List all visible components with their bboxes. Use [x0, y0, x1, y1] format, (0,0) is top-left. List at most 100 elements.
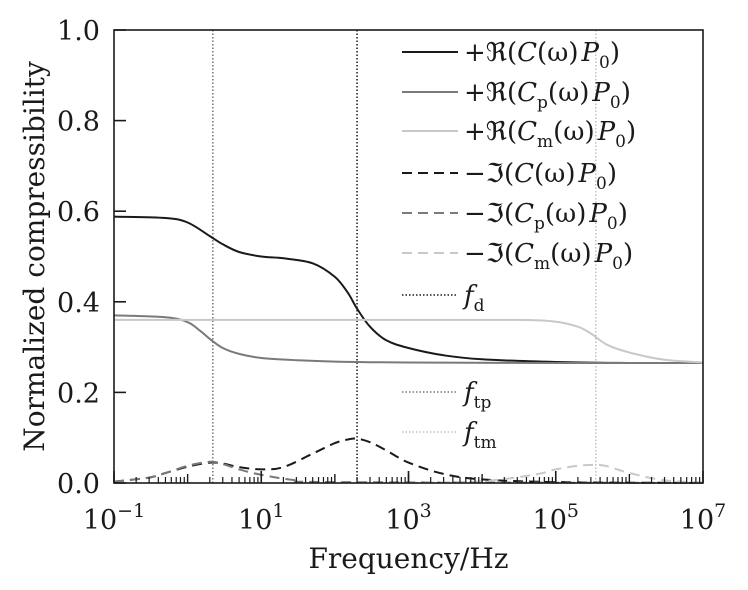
- legend-paren: ): [626, 117, 636, 147]
- legend-argument: (ω): [550, 239, 592, 269]
- legend-symbol: C: [514, 239, 534, 269]
- legend-operator: ℜ: [486, 117, 507, 147]
- legend-operator: ℜ: [486, 38, 507, 68]
- legend-paren: ): [621, 78, 631, 108]
- x-tick-base: 10: [238, 505, 272, 536]
- legend-pressure-subscript: 0: [612, 254, 623, 274]
- x-tick-exponent: 3: [420, 500, 432, 522]
- y-tick-value: 0.0: [57, 469, 100, 500]
- y-ticks: 0.0 0.2 0.4 0.6 0.8 1.0: [57, 16, 126, 500]
- legend-paren: (: [504, 239, 514, 269]
- legend: +ℜ(C(ω) P0)+ℜ(Cp(ω) P0)+ℜ(Cm(ω) P0)−ℑ(C(ω) P…: [402, 38, 636, 453]
- legend-label-3: −ℑ(C(ω) P0): [464, 159, 617, 194]
- legend-sign: −: [464, 239, 486, 269]
- legend-symbol: C: [514, 199, 534, 229]
- legend-label-4: −ℑ(Cp(ω) P0): [464, 199, 628, 234]
- y-tick-label: 1.0: [57, 16, 100, 47]
- legend-sign: +: [464, 117, 486, 147]
- x-tick-base: 10: [533, 505, 567, 536]
- series-line-2: [113, 318, 704, 364]
- legend-symbol: C: [514, 159, 534, 189]
- legend-paren: (: [507, 78, 517, 108]
- legend-pressure-subscript: 0: [599, 53, 610, 73]
- series-lines: [113, 215, 704, 484]
- minor-ticks: [113, 474, 701, 483]
- legend-pressure: P: [594, 239, 613, 269]
- x-tick-exponent: −1: [117, 500, 145, 522]
- y-tick-label: 0.0: [57, 469, 100, 500]
- series-line-1: [113, 314, 703, 365]
- legend-pressure: P: [597, 117, 616, 147]
- legend-frequency-subscript: tm: [474, 433, 497, 453]
- x-tick-base: 10: [680, 505, 714, 536]
- legend-frequency-subscript: tp: [474, 393, 492, 413]
- legend-argument: (ω): [534, 159, 576, 189]
- x-ticks: 10−1 101 103 105 107: [83, 471, 726, 536]
- legend-pressure-subscript: 0: [615, 132, 626, 152]
- legend-sign: +: [464, 78, 486, 108]
- x-tick-label: 107: [680, 500, 726, 536]
- y-tick-value: 0.6: [57, 197, 100, 228]
- series-line-5: [408, 463, 704, 484]
- legend-operator: ℑ: [486, 199, 504, 229]
- legend-argument: (ω): [545, 199, 587, 229]
- legend-argument: (ω): [553, 117, 595, 147]
- legend-argument: (ω): [548, 78, 590, 108]
- legend-symbol: C: [517, 38, 537, 68]
- y-tick-label: 0.8: [57, 107, 100, 138]
- legend-label-2: +ℜ(Cm(ω) P0): [464, 117, 636, 152]
- x-axis-label: Frequency/Hz: [308, 542, 508, 575]
- legend-sign: −: [464, 199, 486, 229]
- legend-symbol: C: [517, 117, 537, 147]
- legend-pressure-subscript: 0: [607, 214, 618, 234]
- y-tick-label: 0.2: [57, 378, 100, 409]
- legend-subscript: m: [537, 132, 553, 152]
- legend-frequency-subscript: d: [474, 296, 485, 316]
- legend-label-5: −ℑ(Cm(ω) P0): [464, 239, 633, 274]
- legend-label-0: +ℜ(C(ω) P0): [464, 38, 620, 73]
- legend-subscript: p: [537, 93, 548, 113]
- series-line-0: [113, 215, 704, 365]
- legend-subscript: p: [534, 214, 545, 234]
- legend-symbol: C: [517, 78, 537, 108]
- legend-paren: ): [618, 199, 628, 229]
- legend-pressure: P: [591, 78, 610, 108]
- y-tick-value: 0.4: [57, 288, 100, 319]
- x-tick-label: 10−1: [83, 500, 145, 536]
- legend-paren: (: [507, 117, 517, 147]
- y-tick-label: 0.6: [57, 197, 100, 228]
- legend-pressure: P: [588, 199, 607, 229]
- x-tick-label: 101: [238, 500, 284, 536]
- legend-operator: ℜ: [486, 78, 507, 108]
- plot-frame: [113, 29, 704, 484]
- x-tick-label: 105: [533, 500, 579, 536]
- legend-subscript: m: [534, 254, 550, 274]
- legend-argument: (ω): [537, 38, 579, 68]
- legend-sign: +: [464, 38, 486, 68]
- legend-paren: (: [507, 38, 517, 68]
- legend-paren: (: [504, 159, 514, 189]
- legend-pressure-subscript: 0: [610, 93, 621, 113]
- legend-label-1: +ℜ(Cp(ω) P0): [464, 78, 631, 113]
- y-axis-label: Normalized compressibility: [18, 61, 51, 452]
- y-tick-value: 1.0: [57, 16, 100, 47]
- legend-sign: −: [464, 159, 486, 189]
- legend-pressure-subscript: 0: [596, 174, 607, 194]
- x-tick-base: 10: [385, 505, 419, 536]
- x-tick-base: 10: [83, 505, 117, 536]
- legend-paren: ): [607, 159, 617, 189]
- x-tick-exponent: 5: [567, 500, 579, 522]
- y-tick-value: 0.8: [57, 107, 100, 138]
- legend-paren: ): [623, 239, 633, 269]
- legend-paren: ): [610, 38, 620, 68]
- y-tick-value: 0.2: [57, 378, 100, 409]
- legend-operator: ℑ: [486, 239, 504, 269]
- legend-operator: ℑ: [486, 159, 504, 189]
- y-tick-label: 0.4: [57, 288, 100, 319]
- legend-paren: (: [504, 199, 514, 229]
- x-tick-exponent: 7: [714, 500, 726, 522]
- series-line-4: [113, 460, 704, 484]
- x-tick-label: 103: [385, 500, 431, 536]
